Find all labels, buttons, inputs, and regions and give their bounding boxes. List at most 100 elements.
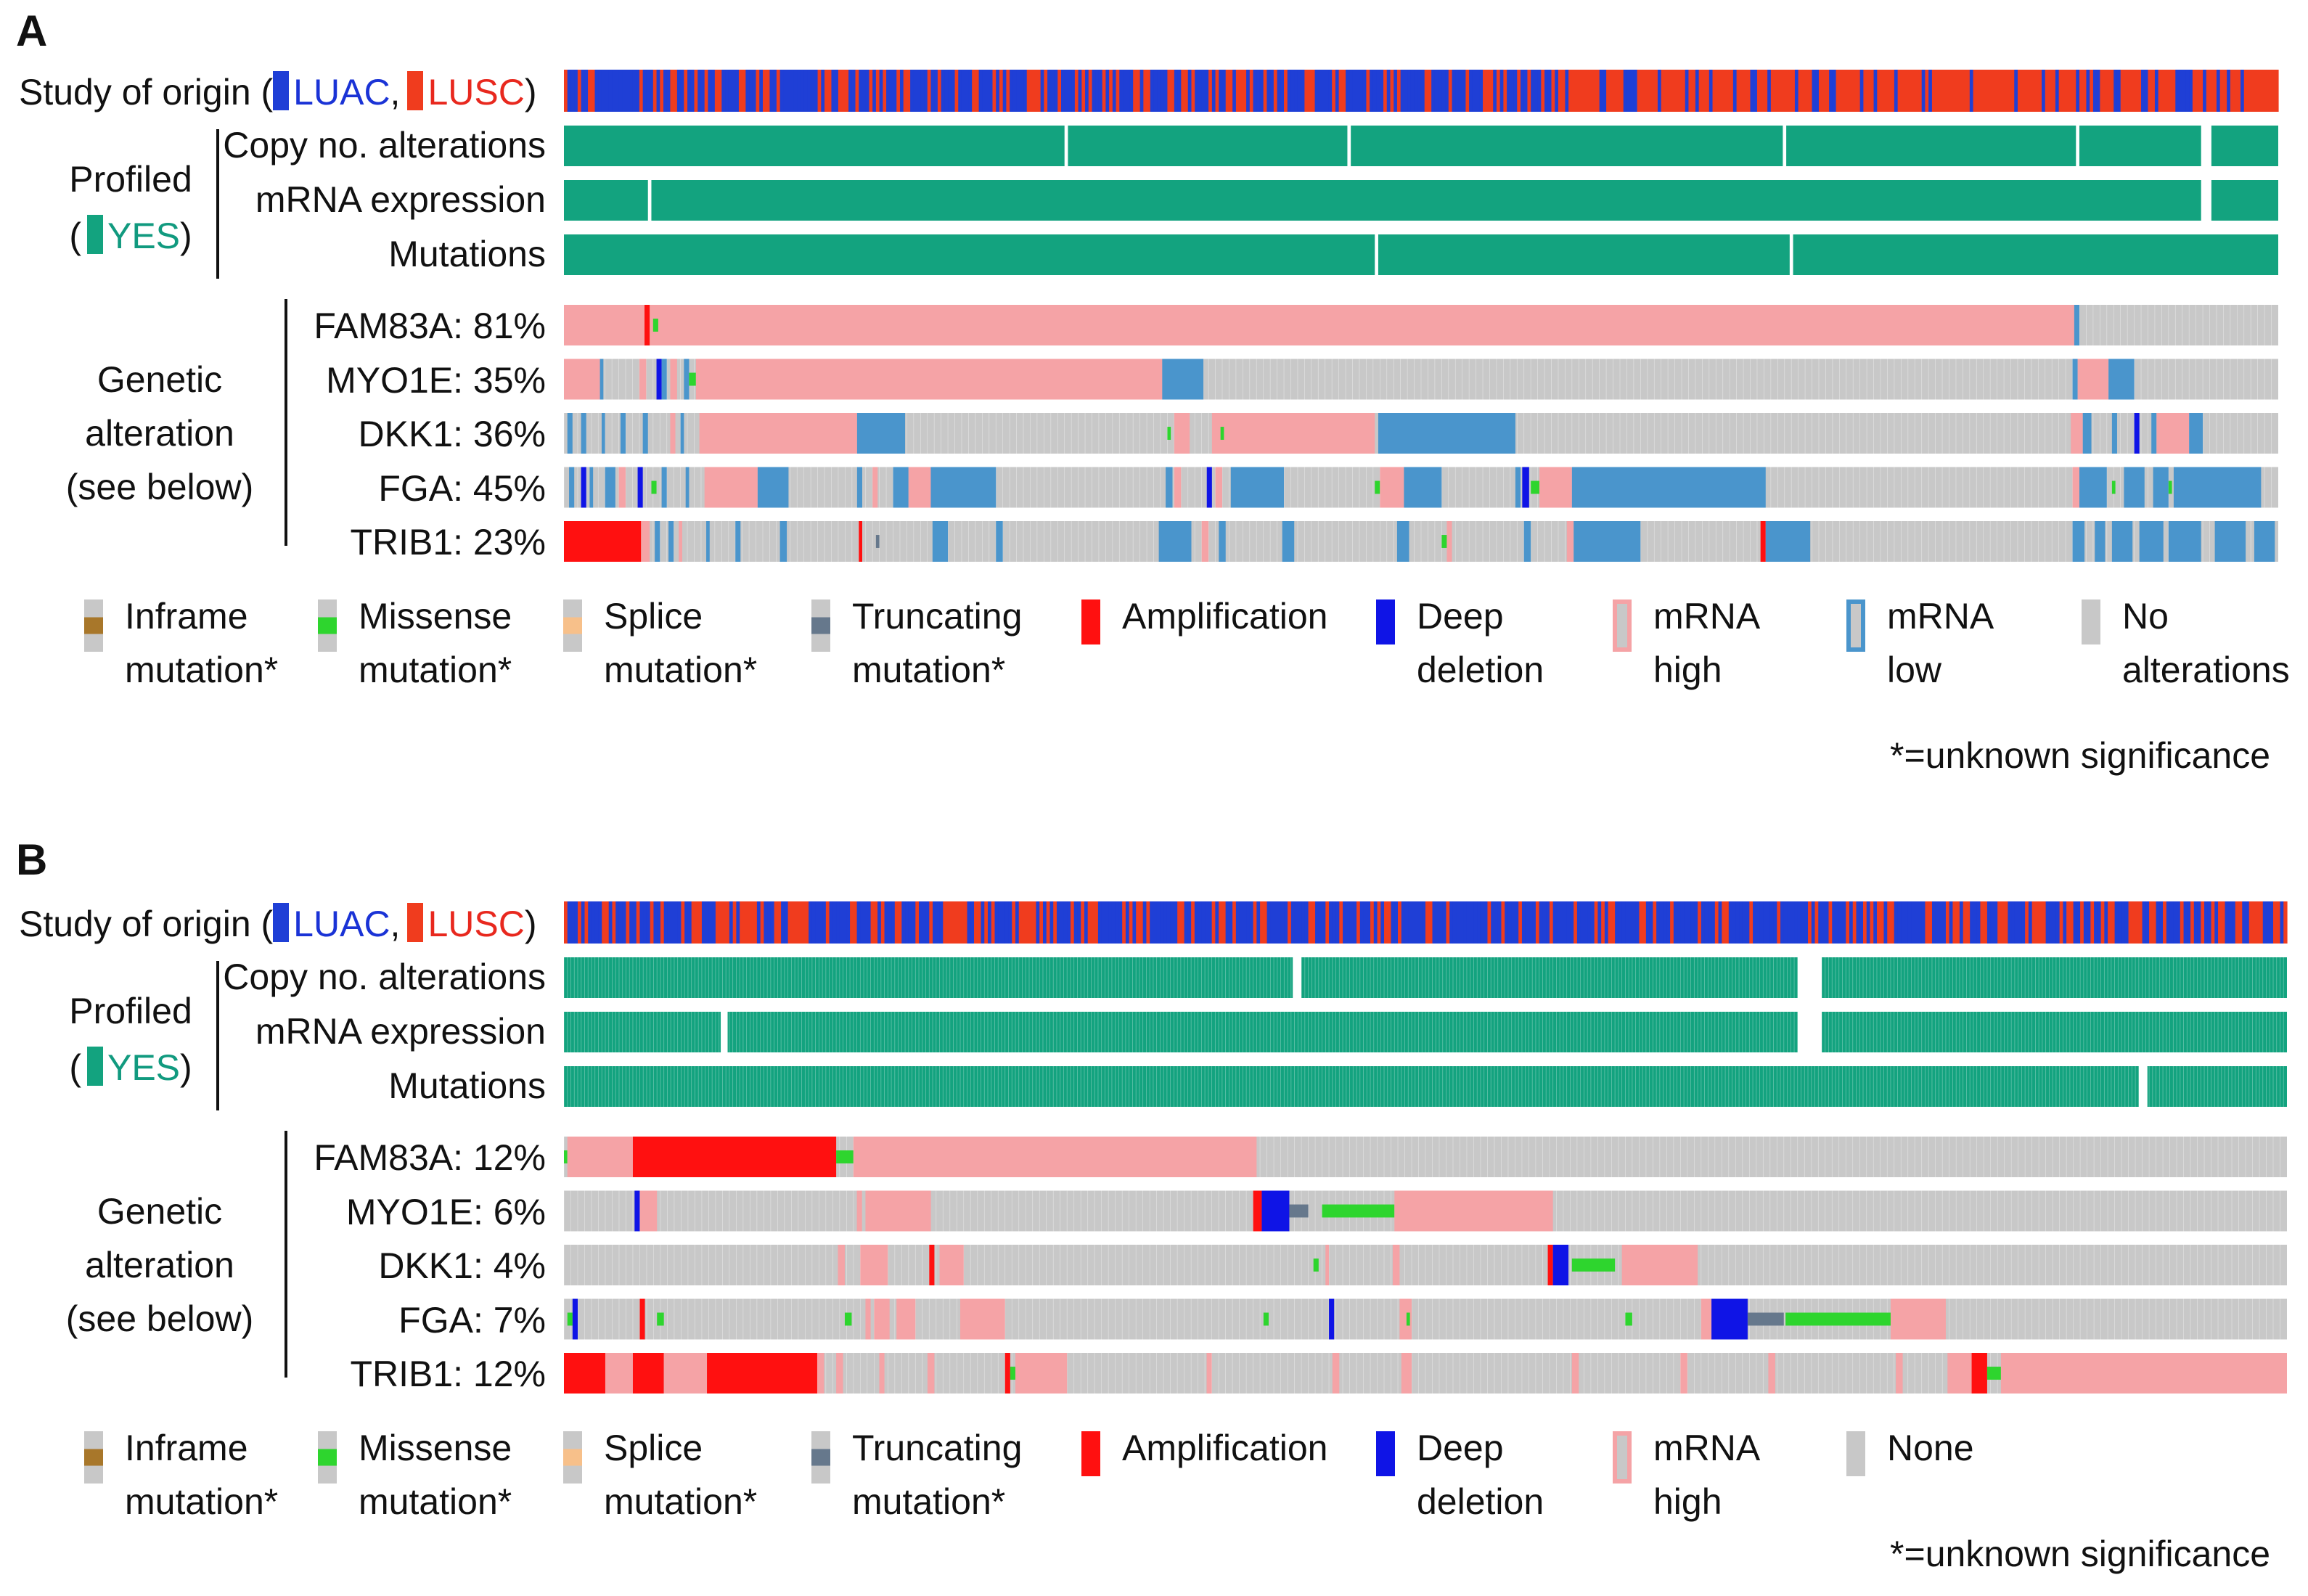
gene-alteration-low	[996, 521, 1003, 562]
gene-alteration-low	[1158, 521, 1192, 562]
study-cell	[2121, 901, 2126, 944]
gene-alteration-del	[1206, 467, 1212, 508]
study-cell	[1997, 901, 2002, 944]
study-cell	[1515, 901, 1519, 944]
study-cell	[1270, 70, 1274, 112]
study-cell	[2035, 901, 2039, 944]
study-cell	[1157, 70, 1161, 112]
study-cell	[2028, 70, 2032, 112]
study-cell	[1349, 901, 1354, 944]
study-cell	[756, 70, 760, 112]
study-cell	[2175, 70, 2180, 112]
oncoprint-panel-a: Copy no. alterations mRNA expression Mutat…	[19, 70, 2290, 776]
study-cell	[626, 901, 630, 944]
study-cell	[1959, 70, 1963, 112]
study-cell	[1260, 901, 1264, 944]
study-cell	[2049, 901, 2053, 944]
study-cell	[2261, 70, 2265, 112]
gene-alteration-high	[679, 521, 682, 562]
study-cell	[660, 70, 664, 112]
study-cell	[1815, 70, 1820, 112]
study-cell	[732, 70, 736, 112]
study-cell	[1441, 70, 1446, 112]
study-cell	[1794, 70, 1799, 112]
gene-alteration-low	[930, 467, 997, 508]
study-cell	[1801, 901, 1805, 944]
gene-alteration-low	[1219, 521, 1226, 562]
study-cell	[1191, 70, 1195, 112]
study-cell	[953, 901, 957, 944]
study-cell	[958, 70, 962, 112]
study-cell	[1997, 70, 2001, 112]
gene-alteration-low	[2254, 521, 2275, 562]
gene-alteration-high	[1392, 1245, 1400, 1285]
study-cell	[2204, 901, 2209, 944]
study-cell	[2090, 70, 2094, 112]
legend-swatch-splice	[563, 599, 582, 652]
study-cell	[1774, 70, 1778, 112]
study-cell	[1328, 70, 1333, 112]
study-cell	[2270, 901, 2274, 944]
study-cell	[978, 70, 983, 112]
study-cell	[1770, 70, 1775, 112]
study-cell	[2031, 70, 2036, 112]
study-cell	[991, 901, 996, 944]
study-cell	[2145, 901, 2150, 944]
study-cell	[835, 70, 839, 112]
study-cell	[577, 70, 582, 112]
profiled-track-label: Mutations	[388, 234, 546, 274]
study-cell	[2142, 901, 2146, 944]
study-cell	[1897, 70, 1902, 112]
study-cell	[1647, 70, 1652, 112]
study-cell	[674, 70, 678, 112]
profiled-bar	[2211, 180, 2278, 221]
study-cell	[1143, 70, 1147, 112]
study-cell	[1955, 70, 1960, 112]
study-cell	[2137, 70, 2142, 112]
study-cell	[1042, 901, 1047, 944]
gene-alteration-high	[1215, 467, 1223, 508]
study-cell	[584, 901, 589, 944]
study-cell	[714, 70, 719, 112]
study-cell	[1290, 70, 1295, 112]
study-cell	[919, 901, 923, 944]
study-cell	[870, 901, 875, 944]
study-cell	[965, 70, 970, 112]
study-cell	[2233, 70, 2238, 112]
study-cell	[982, 70, 986, 112]
study-cell	[949, 901, 954, 944]
study-cell	[1836, 70, 1840, 112]
study-cell	[860, 901, 864, 944]
study-cell	[2206, 70, 2211, 112]
study-cell	[2199, 70, 2203, 112]
study-cell	[1680, 901, 1685, 944]
study-cell	[1584, 901, 1588, 944]
study-cell	[591, 70, 596, 112]
study-cell	[846, 901, 851, 944]
study-cell	[1129, 70, 1134, 112]
study-cell	[1153, 901, 1158, 944]
study-cell	[2080, 901, 2084, 944]
gene-alteration-low	[589, 467, 594, 508]
study-cell	[2238, 901, 2243, 944]
study-cell	[1421, 70, 1425, 112]
study-cell	[1322, 901, 1326, 944]
study-cell	[998, 901, 1002, 944]
study-cell	[1136, 901, 1140, 944]
gene-alteration-high	[1701, 1298, 1712, 1340]
legend-swatch-mrna_high	[1613, 599, 1632, 652]
gene-alteration-missense	[1313, 1259, 1319, 1272]
paren-open: (	[69, 216, 81, 256]
study-cell	[1232, 901, 1237, 944]
study-cell	[670, 70, 674, 112]
study-cell	[1959, 901, 1964, 944]
study-cell	[1777, 901, 1781, 944]
study-cell	[1925, 901, 1929, 944]
study-cell	[1445, 70, 1449, 112]
study-cell	[1473, 901, 1478, 944]
study-cell	[1390, 70, 1394, 112]
study-cell	[1637, 70, 1641, 112]
study-cell	[827, 70, 832, 112]
study-cell	[825, 901, 830, 944]
study-cell	[663, 901, 668, 944]
